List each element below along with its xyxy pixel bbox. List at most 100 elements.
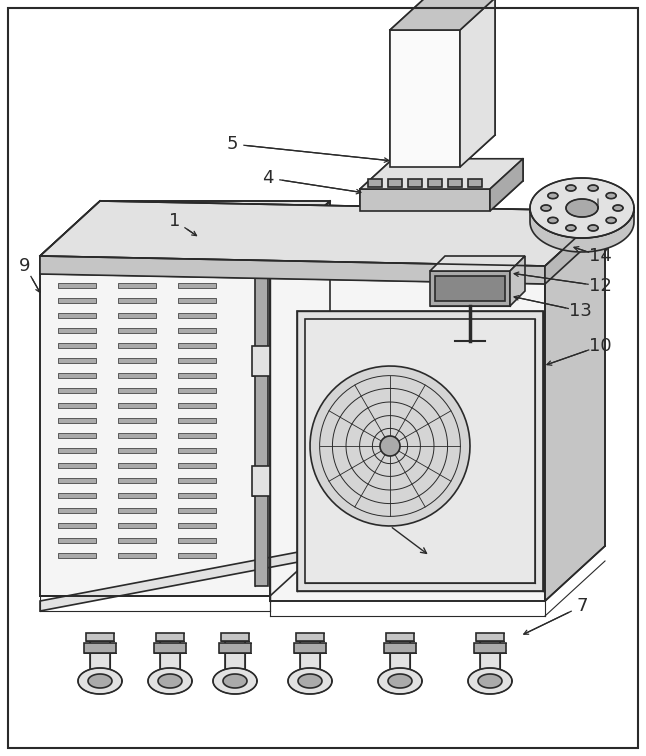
Polygon shape: [613, 205, 623, 211]
Polygon shape: [88, 674, 112, 688]
Polygon shape: [156, 633, 184, 641]
Polygon shape: [378, 668, 422, 694]
Polygon shape: [530, 178, 634, 238]
Polygon shape: [154, 643, 186, 653]
Polygon shape: [178, 388, 216, 393]
Polygon shape: [566, 199, 598, 217]
Text: 14: 14: [589, 247, 611, 265]
Polygon shape: [490, 159, 523, 211]
Polygon shape: [118, 463, 156, 468]
Polygon shape: [160, 636, 180, 681]
Polygon shape: [566, 225, 576, 231]
Polygon shape: [58, 433, 96, 438]
Polygon shape: [58, 418, 96, 423]
Polygon shape: [118, 298, 156, 303]
Polygon shape: [58, 313, 96, 318]
Polygon shape: [84, 643, 116, 653]
Polygon shape: [360, 189, 490, 211]
Polygon shape: [480, 636, 500, 681]
Polygon shape: [118, 343, 156, 348]
Polygon shape: [298, 674, 322, 688]
Polygon shape: [118, 283, 156, 288]
Polygon shape: [178, 418, 216, 423]
Polygon shape: [58, 508, 96, 513]
Polygon shape: [58, 478, 96, 483]
Polygon shape: [428, 179, 442, 187]
Polygon shape: [252, 466, 270, 496]
Polygon shape: [58, 403, 96, 408]
Polygon shape: [40, 201, 330, 256]
Polygon shape: [566, 185, 576, 191]
Polygon shape: [90, 636, 110, 681]
Polygon shape: [178, 523, 216, 528]
Polygon shape: [58, 388, 96, 393]
Polygon shape: [178, 493, 216, 498]
Polygon shape: [58, 373, 96, 378]
Polygon shape: [606, 217, 616, 223]
Polygon shape: [430, 271, 510, 306]
Polygon shape: [148, 668, 192, 694]
Polygon shape: [58, 463, 96, 468]
Polygon shape: [40, 256, 270, 596]
Polygon shape: [178, 448, 216, 453]
Polygon shape: [178, 343, 216, 348]
Polygon shape: [541, 205, 551, 211]
Text: 4: 4: [262, 169, 274, 187]
Polygon shape: [478, 674, 502, 688]
Polygon shape: [288, 668, 332, 694]
Polygon shape: [178, 373, 216, 378]
Polygon shape: [390, 0, 495, 30]
Polygon shape: [158, 674, 182, 688]
Polygon shape: [588, 185, 598, 191]
Text: 9: 9: [19, 257, 31, 275]
Polygon shape: [545, 211, 605, 284]
Polygon shape: [588, 225, 598, 231]
Text: 1: 1: [169, 212, 181, 230]
Polygon shape: [40, 546, 330, 611]
Polygon shape: [252, 346, 270, 376]
Polygon shape: [58, 343, 96, 348]
Polygon shape: [384, 643, 416, 653]
Polygon shape: [118, 523, 156, 528]
Polygon shape: [58, 283, 96, 288]
Polygon shape: [606, 193, 616, 199]
Polygon shape: [118, 553, 156, 558]
Polygon shape: [118, 373, 156, 378]
Polygon shape: [219, 643, 251, 653]
Polygon shape: [476, 633, 504, 641]
Polygon shape: [178, 433, 216, 438]
Polygon shape: [468, 179, 482, 187]
Polygon shape: [178, 403, 216, 408]
Polygon shape: [225, 636, 245, 681]
Polygon shape: [388, 179, 402, 187]
Polygon shape: [118, 403, 156, 408]
Polygon shape: [178, 283, 216, 288]
Polygon shape: [118, 478, 156, 483]
Polygon shape: [223, 674, 247, 688]
Polygon shape: [305, 319, 535, 583]
Polygon shape: [58, 358, 96, 363]
Polygon shape: [297, 311, 543, 591]
Polygon shape: [213, 668, 257, 694]
Polygon shape: [360, 159, 523, 189]
Polygon shape: [118, 448, 156, 453]
Polygon shape: [58, 538, 96, 543]
Polygon shape: [408, 179, 422, 187]
Polygon shape: [178, 553, 216, 558]
Polygon shape: [58, 493, 96, 498]
Polygon shape: [548, 217, 558, 223]
Polygon shape: [40, 256, 545, 284]
Polygon shape: [178, 478, 216, 483]
Polygon shape: [545, 211, 605, 601]
Polygon shape: [178, 313, 216, 318]
Polygon shape: [118, 508, 156, 513]
Polygon shape: [368, 179, 382, 187]
Text: 12: 12: [589, 277, 611, 295]
Polygon shape: [58, 523, 96, 528]
Polygon shape: [300, 636, 320, 681]
Polygon shape: [296, 633, 324, 641]
Polygon shape: [178, 358, 216, 363]
Polygon shape: [178, 538, 216, 543]
Polygon shape: [178, 508, 216, 513]
Polygon shape: [380, 436, 400, 456]
